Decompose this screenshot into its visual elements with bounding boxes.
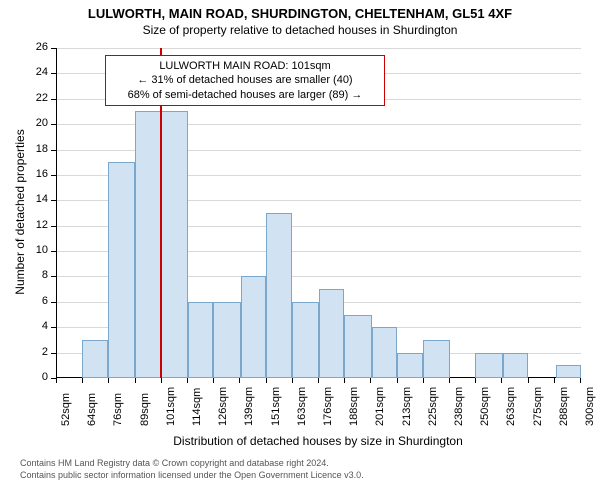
x-tick — [318, 378, 319, 383]
y-tick-label: 20 — [26, 117, 48, 129]
x-tick-label: 225sqm — [427, 387, 439, 426]
histogram-bar — [556, 365, 581, 378]
x-tick — [213, 378, 214, 383]
x-tick-label: 288sqm — [558, 387, 570, 426]
annotation-box: LULWORTH MAIN ROAD: 101sqm← 31% of detac… — [105, 55, 385, 106]
histogram-bar — [475, 353, 502, 378]
histogram-bar — [161, 111, 188, 378]
x-tick-label: 238sqm — [453, 387, 465, 426]
y-tick-label: 12 — [26, 219, 48, 231]
y-tick-label: 18 — [26, 143, 48, 155]
footer-line-2: Contains public sector information licen… — [20, 470, 364, 482]
y-tick-label: 0 — [26, 371, 48, 383]
histogram-bar — [213, 302, 240, 378]
y-tick-label: 14 — [26, 193, 48, 205]
footer-text: Contains HM Land Registry data © Crown c… — [20, 458, 364, 481]
x-tick — [397, 378, 398, 383]
x-tick — [370, 378, 371, 383]
x-tick — [449, 378, 450, 383]
histogram-bar — [397, 353, 422, 378]
x-tick-label: 213sqm — [401, 387, 413, 426]
histogram-bar — [372, 327, 397, 378]
x-tick-label: 101sqm — [165, 387, 177, 426]
y-tick-label: 10 — [26, 244, 48, 256]
y-tick — [51, 251, 56, 252]
x-tick-label: 163sqm — [296, 387, 308, 426]
x-tick — [187, 378, 188, 383]
annotation-line: LULWORTH MAIN ROAD: 101sqm — [112, 59, 378, 73]
x-tick — [82, 378, 83, 383]
x-tick — [56, 378, 57, 383]
histogram-bar — [135, 111, 160, 378]
x-tick-label: 176sqm — [322, 387, 334, 426]
x-tick — [239, 378, 240, 383]
histogram-bar — [344, 315, 371, 378]
x-tick — [475, 378, 476, 383]
chart-title-main: LULWORTH, MAIN ROAD, SHURDINGTON, CHELTE… — [0, 0, 600, 21]
x-tick-label: 52sqm — [60, 393, 72, 426]
x-tick-label: 151sqm — [270, 387, 282, 426]
y-axis-label: Number of detached properties — [13, 122, 27, 302]
x-tick — [580, 378, 581, 383]
grid-line — [57, 48, 581, 49]
histogram-bar — [108, 162, 135, 378]
y-tick-label: 24 — [26, 66, 48, 78]
x-tick-label: 89sqm — [139, 393, 151, 426]
x-tick-label: 275sqm — [532, 387, 544, 426]
x-tick — [292, 378, 293, 383]
y-tick — [51, 124, 56, 125]
x-tick-label: 139sqm — [243, 387, 255, 426]
histogram-bar — [292, 302, 319, 378]
y-tick-label: 6 — [26, 295, 48, 307]
histogram-bar — [82, 340, 107, 378]
y-tick-label: 8 — [26, 269, 48, 281]
chart-title-sub: Size of property relative to detached ho… — [0, 21, 600, 37]
x-tick-label: 300sqm — [584, 387, 596, 426]
x-tick-label: 201sqm — [374, 387, 386, 426]
x-tick — [423, 378, 424, 383]
x-tick-label: 114sqm — [191, 388, 203, 426]
y-tick — [51, 353, 56, 354]
y-tick — [51, 226, 56, 227]
y-tick-label: 22 — [26, 92, 48, 104]
histogram-bar — [319, 289, 344, 378]
x-tick — [108, 378, 109, 383]
y-tick — [51, 200, 56, 201]
y-tick — [51, 175, 56, 176]
y-tick-label: 16 — [26, 168, 48, 180]
y-tick-label: 26 — [26, 41, 48, 53]
x-tick-label: 188sqm — [348, 387, 360, 426]
y-tick — [51, 48, 56, 49]
x-tick-label: 263sqm — [505, 387, 517, 426]
y-tick-label: 4 — [26, 320, 48, 332]
x-tick-label: 250sqm — [479, 387, 491, 426]
y-tick — [51, 99, 56, 100]
annotation-line: 68% of semi-detached houses are larger (… — [112, 88, 378, 102]
x-tick — [266, 378, 267, 383]
annotation-line: ← 31% of detached houses are smaller (40… — [112, 73, 378, 87]
y-tick — [51, 302, 56, 303]
x-tick-label: 76sqm — [112, 393, 124, 426]
y-tick — [51, 73, 56, 74]
y-tick — [51, 276, 56, 277]
histogram-bar — [188, 302, 213, 378]
x-tick-label: 126sqm — [217, 387, 229, 426]
x-tick — [135, 378, 136, 383]
histogram-bar — [241, 276, 266, 378]
x-tick — [554, 378, 555, 383]
x-tick — [501, 378, 502, 383]
y-tick — [51, 150, 56, 151]
y-tick — [51, 327, 56, 328]
y-tick-label: 2 — [26, 346, 48, 358]
histogram-bar — [266, 213, 291, 378]
x-axis-label: Distribution of detached houses by size … — [56, 434, 580, 448]
x-tick — [161, 378, 162, 383]
histogram-bar — [423, 340, 450, 378]
footer-line-1: Contains HM Land Registry data © Crown c… — [20, 458, 364, 470]
x-tick — [528, 378, 529, 383]
x-tick-label: 64sqm — [86, 393, 98, 426]
histogram-bar — [503, 353, 528, 378]
x-tick — [344, 378, 345, 383]
